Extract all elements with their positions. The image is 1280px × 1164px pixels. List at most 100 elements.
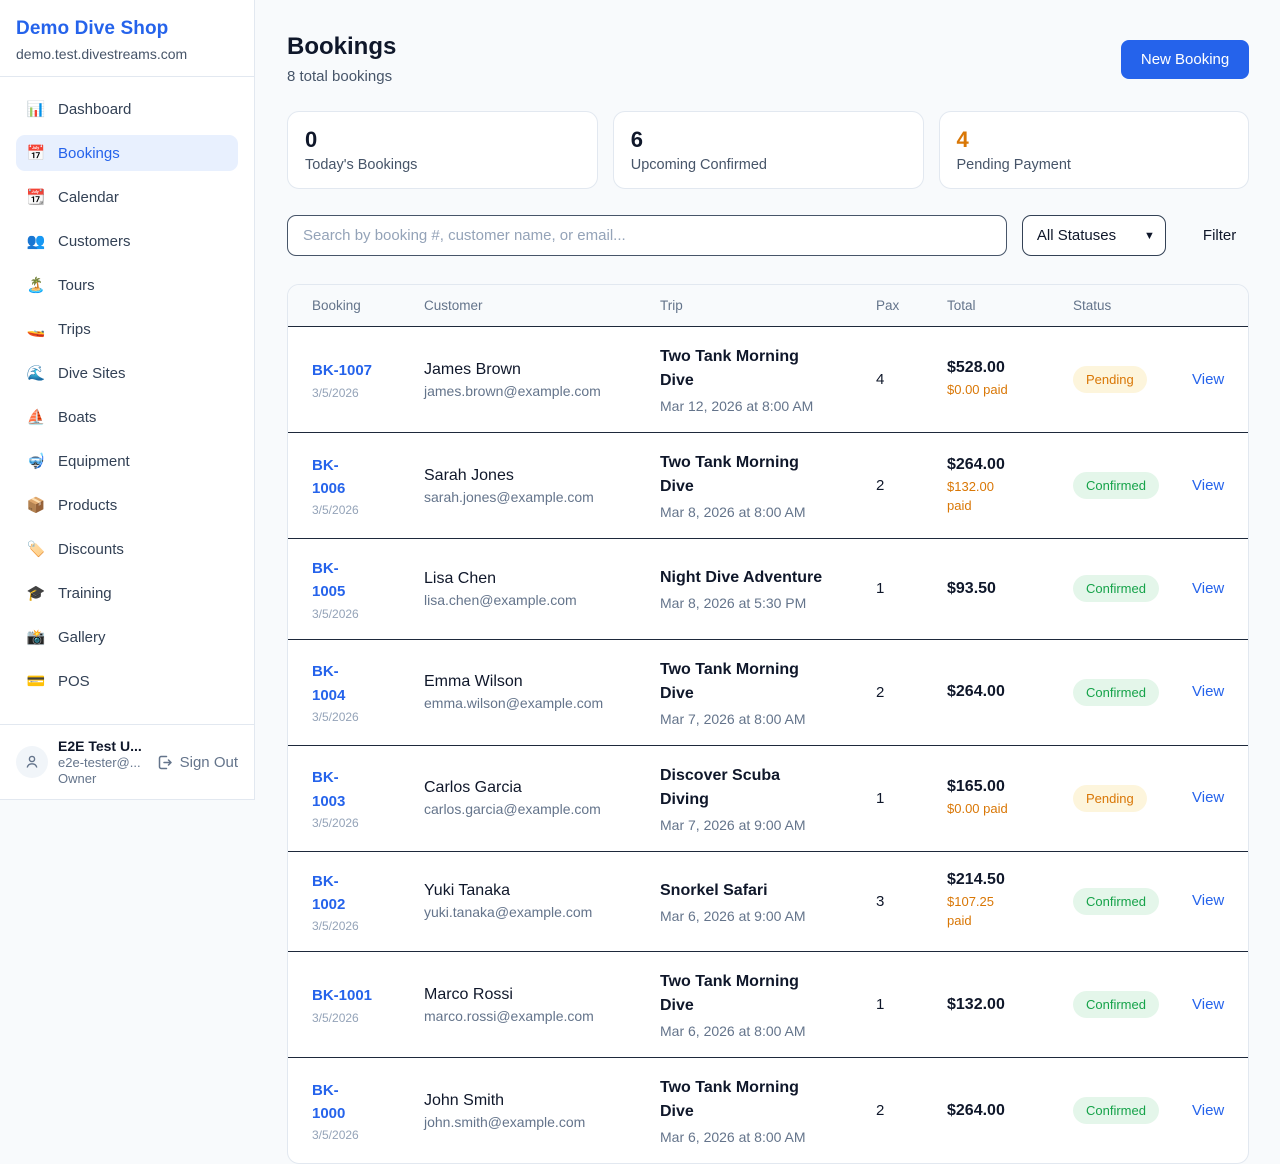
booking-id-link[interactable]: BK- 1000 [312,1081,346,1122]
booking-id-link[interactable]: BK- 1004 [312,663,346,704]
stat-label: Today's Bookings [305,157,418,173]
sidebar-item-calendar[interactable]: 📆 Calendar [16,179,238,215]
trip-datetime: Mar 6, 2026 at 8:00 AM [660,1023,806,1039]
sidebar-item-trips[interactable]: 🚤 Trips [16,311,238,347]
booking-date: 3/5/2026 [312,1128,359,1143]
status-select[interactable]: All Statuses [1021,215,1166,256]
sidebar-item-boats[interactable]: ⛵ Boats [16,399,238,435]
total-amount: $132.00 [947,995,1005,1013]
view-link[interactable]: View [1192,683,1225,700]
people-icon: 👥 [26,232,46,250]
view-link[interactable]: View [1192,995,1225,1013]
view-link[interactable]: View [1192,579,1225,597]
sign-out-button[interactable]: Sign Out [156,754,238,771]
customer-name: John Smith [424,1091,505,1109]
total-cell: $214.50 $107.25 paid [947,871,1073,931]
status-cell: Confirmed [1073,472,1192,499]
bar-chart-icon: 📊 [26,100,46,118]
view-link[interactable]: View [1192,370,1225,388]
paid-amount: $0.00 paid [947,800,1008,816]
user-avatar-icon [26,755,38,768]
sidebar-item-equipment[interactable]: 🤿 Equipment [16,443,238,479]
booking-date: 3/5/2026 [312,385,359,400]
view-link[interactable]: View [1192,789,1225,806]
speedboat-icon: 🚤 [26,320,46,338]
table-row: BK-1001 3/5/2026 Marco Rossi marco.rossi… [288,951,1249,1057]
sidebar-item-dashboard[interactable]: 📊 Dashboard [16,91,238,127]
diving-mask-icon: 🤿 [26,452,46,470]
sidebar-item-bookings[interactable]: 📅 Bookings [16,135,238,171]
customer-name: Sarah Jones [424,466,514,484]
customer-email: james.brown@example.com [424,382,601,399]
column-header-pax: Pax [876,298,900,313]
column-header-trip: Trip [660,298,683,313]
customer-name: James Brown [424,360,521,378]
booking-date: 3/5/2026 [312,606,359,621]
status-cell: Confirmed [1073,991,1192,1018]
new-booking-button[interactable]: New Booking [1120,40,1250,79]
customer-cell: Lisa Chen lisa.chen@example.com [424,570,660,608]
table-row: BK-1007 3/5/2026 James Brown james.brown… [288,327,1248,432]
sidebar-item-products[interactable]: 📦 Products [16,487,238,523]
sidebar-item-customers[interactable]: 👥 Customers [16,223,238,259]
table-row: BK- 1000 3/5/2026 John Smith john.smith@… [288,1057,1249,1163]
pax-value: 2 [876,1102,885,1119]
sidebar-item-tours[interactable]: 🏝️ Tours [16,267,238,303]
trip-cell: Two Tank Morning Dive Mar 6, 2026 at 8:0… [660,970,876,1039]
view-link[interactable]: View [1192,892,1225,910]
total-amount: $264.00 [947,1101,1005,1119]
sidebar-item-pos[interactable]: 💳 POS [16,663,238,699]
booking-id-link[interactable]: BK- 1002 [312,872,346,913]
booking-id-link[interactable]: BK- 1003 [312,769,346,810]
booking-cell: BK-1007 3/5/2026 [312,359,424,399]
table-header-row: Booking Customer Trip Pax Total Status [288,285,1249,327]
stats-row: 0 Today's Bookings 6 Upcoming Confirmed … [287,111,1250,189]
view-link[interactable]: View [1192,476,1225,494]
sidebar-item-label: Bookings [58,144,120,162]
trip-name: Two Tank Morning Dive [660,348,799,389]
paid-amount: $0.00 paid [947,382,1008,398]
booking-cell: BK- 1005 3/5/2026 [312,557,424,621]
booking-cell: BK- 1004 3/5/2026 [312,660,424,724]
column-header-booking: Booking [312,298,361,313]
total-cell: $264.00 [947,1102,1073,1120]
booking-id-link[interactable]: BK- 1005 [312,560,346,601]
customer-cell: Marco Rossi marco.rossi@example.com [424,986,660,1024]
booking-id-link[interactable]: BK- 1006 [312,456,346,497]
brand-domain: demo.test.divestreams.com [16,46,188,62]
booking-id-link[interactable]: BK-1001 [312,987,373,1005]
booking-id-link[interactable]: BK-1007 [312,362,373,380]
wave-icon: 🌊 [26,364,46,382]
stat-label: Pending Payment [956,157,1071,173]
sign-out-label: Sign Out [179,753,238,771]
graduation-cap-icon: 🎓 [26,584,46,602]
sidebar-item-gallery[interactable]: 📸 Gallery [16,619,238,655]
trip-name: Discover Scuba Diving [660,766,781,808]
table-body: BK-1007 3/5/2026 James Brown james.brown… [288,327,1249,1163]
camera-icon: 📸 [26,628,46,646]
island-icon: 🏝️ [26,276,46,294]
booking-date: 3/5/2026 [312,503,359,518]
view-link[interactable]: View [1192,1101,1225,1119]
customer-email: sarah.jones@example.com [424,488,594,505]
user-name: E2E Test U... [58,738,142,754]
filter-button[interactable]: Filter [1202,227,1237,244]
brand-name: Demo Dive Shop [16,18,169,39]
pax-value: 1 [876,580,885,598]
paid-amount: $107.25 paid [947,894,994,929]
booking-cell: BK- 1003 3/5/2026 [312,766,424,830]
sidebar-item-training[interactable]: 🎓 Training [16,575,238,611]
customer-cell: Sarah Jones sarah.jones@example.com [424,467,660,505]
page-title: Bookings [287,33,397,60]
sidebar-item-dive-sites[interactable]: 🌊 Dive Sites [16,355,238,391]
search-input[interactable] [287,215,1007,256]
trip-cell: Two Tank Morning Dive Mar 8, 2026 at 8:0… [660,451,876,520]
status-cell: Pending [1073,366,1192,393]
sidebar-item-discounts[interactable]: 🏷️ Discounts [16,531,238,567]
customer-cell: Carlos Garcia carlos.garcia@example.com [424,779,660,817]
package-icon: 📦 [26,496,46,514]
sidebar-header: Demo Dive Shop demo.test.divestreams.com [0,0,254,77]
pax-value: 2 [876,683,885,701]
pax-value: 1 [876,789,885,807]
booking-date: 3/5/2026 [312,815,359,830]
